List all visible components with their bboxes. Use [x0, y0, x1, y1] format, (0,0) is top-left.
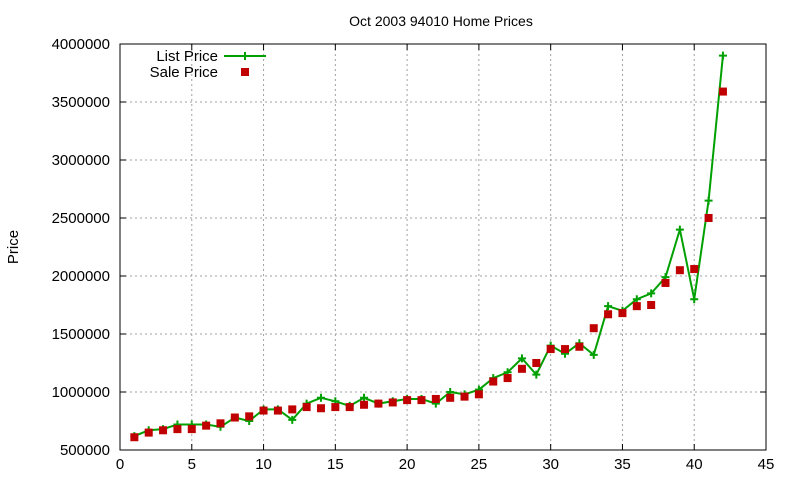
- sale-price-point: [704, 214, 713, 222]
- x-tick-label: 25: [471, 456, 488, 473]
- sale-price-point: [446, 393, 455, 402]
- y-tick-label: 500000: [60, 442, 110, 459]
- sale-price-point: [561, 345, 570, 354]
- y-tick-label: 3500000: [52, 94, 110, 111]
- sale-price-point: [532, 359, 541, 367]
- sale-price-point: [316, 404, 325, 413]
- list-price-point: [589, 350, 598, 359]
- sale-price-point: [589, 324, 598, 333]
- y-tick-label: 3000000: [52, 152, 110, 169]
- list-price-point: [288, 415, 297, 424]
- list-price-line: [133, 55, 724, 438]
- sale-price-point: [245, 412, 254, 421]
- sale-price-point: [690, 265, 699, 274]
- sale-price-point: [489, 377, 498, 386]
- x-tick-label: 30: [542, 456, 559, 473]
- list-price-point: [675, 225, 684, 234]
- sale-price-point: [546, 345, 555, 354]
- x-tick-label: 0: [116, 456, 124, 473]
- sale-price-point: [460, 392, 469, 401]
- sale-price-point: [173, 425, 182, 434]
- sale-price-point: [273, 406, 282, 415]
- sale-price-point: [431, 394, 440, 403]
- x-tick-label: 35: [614, 456, 631, 473]
- sale-price-point: [417, 396, 426, 405]
- y-axis-label: Price: [5, 230, 22, 264]
- list-price-point: [360, 393, 369, 402]
- sale-price-point: [202, 421, 211, 430]
- sale-price-point: [374, 399, 383, 408]
- x-tick-label: 15: [327, 456, 344, 473]
- sale-price-series: [130, 87, 727, 442]
- legend-square-swatch: [241, 68, 249, 76]
- sale-price-point: [288, 405, 297, 414]
- sale-price-point: [187, 425, 196, 434]
- list-price-point: [690, 295, 699, 304]
- list-price-point: [532, 370, 541, 379]
- x-tick-label: 5: [188, 456, 196, 473]
- grid: [120, 44, 766, 450]
- list-price-point: [632, 295, 641, 304]
- plot-frame: [119, 43, 767, 451]
- sale-price-point: [517, 364, 526, 373]
- sale-price-point: [604, 310, 613, 319]
- list-price-point: [517, 354, 526, 363]
- legend-label: List Price: [156, 48, 218, 65]
- chart-title: Oct 2003 94010 Home Prices: [349, 13, 533, 29]
- sale-price-point: [618, 309, 627, 318]
- list-price-point: [604, 302, 613, 311]
- x-tick-label: 10: [255, 456, 272, 473]
- sale-price-point: [130, 433, 139, 442]
- sale-price-point: [159, 426, 168, 435]
- x-tick-label: 45: [758, 456, 775, 473]
- x-tick-label: 40: [686, 456, 703, 473]
- sale-price-point: [230, 413, 239, 422]
- sale-price-point: [302, 403, 311, 412]
- sale-price-point: [661, 278, 670, 287]
- legend-plus-swatch: [241, 52, 249, 60]
- y-tick-label: 4000000: [52, 36, 110, 53]
- sale-price-point: [503, 374, 512, 383]
- legend-entry-list-price: List Price: [156, 48, 266, 65]
- list-price-point: [647, 289, 656, 298]
- y-tick-label: 2000000: [52, 268, 110, 285]
- sale-price-point: [144, 428, 153, 437]
- y-tick-label: 2500000: [52, 210, 110, 227]
- sale-price-point: [632, 302, 641, 311]
- sale-price-point: [360, 400, 369, 409]
- sale-price-point: [474, 390, 483, 399]
- series: [130, 51, 727, 442]
- sale-price-point: [259, 406, 268, 415]
- y-tick-label: 1000000: [52, 384, 110, 401]
- sale-price-point: [647, 301, 656, 309]
- sale-price-point: [675, 266, 684, 275]
- legend-label: Sale Price: [150, 64, 218, 81]
- list-price-point: [704, 196, 713, 205]
- list-price-point: [316, 393, 325, 402]
- sale-price-point: [718, 87, 727, 96]
- axes: 0 5 10 15 20 25 30 35 40 45 500000 1000000 1500000 20…: [52, 36, 775, 473]
- sale-price-point: [403, 396, 412, 405]
- y-tick-label: 1500000: [52, 326, 110, 343]
- legend-entry-sale-price: Sale Price: [150, 64, 249, 81]
- sale-price-point: [575, 342, 584, 351]
- sale-price-point: [331, 403, 340, 412]
- x-tick-label: 20: [399, 456, 416, 473]
- list-price-point: [718, 51, 727, 60]
- sale-price-point: [345, 403, 354, 412]
- sale-price-point: [216, 419, 225, 428]
- list-price-series: [130, 51, 727, 441]
- sale-price-point: [388, 398, 397, 407]
